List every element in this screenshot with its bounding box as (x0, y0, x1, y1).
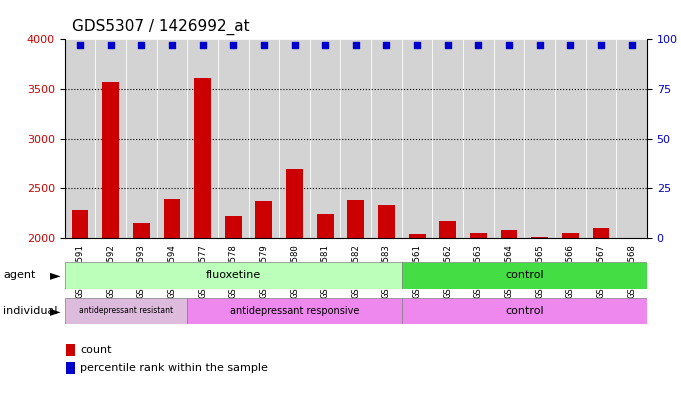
Text: GDS5307 / 1426992_at: GDS5307 / 1426992_at (72, 19, 249, 35)
Bar (194, 78, 211, 238)
Bar (470, 233, 487, 238)
Bar (218, 39, 249, 238)
Bar (163, 199, 180, 238)
Bar (371, 39, 402, 238)
Point (319, 42, 330, 48)
Text: percentile rank within the sample: percentile rank within the sample (80, 363, 268, 373)
Bar (67, 362, 75, 374)
Bar (249, 39, 279, 238)
Point (595, 42, 606, 48)
Point (626, 42, 637, 48)
Text: antidepressant responsive: antidepressant responsive (230, 306, 359, 316)
Text: count: count (80, 345, 112, 355)
Text: control: control (505, 306, 543, 316)
Point (473, 42, 484, 48)
Point (166, 42, 177, 48)
Bar (592, 228, 609, 238)
Point (411, 42, 422, 48)
Bar (317, 214, 334, 238)
Text: individual: individual (3, 306, 58, 316)
Bar (126, 39, 157, 238)
Bar (340, 39, 371, 238)
Point (197, 42, 208, 48)
Point (442, 42, 453, 48)
Point (289, 42, 300, 48)
Bar (347, 200, 364, 238)
Bar (439, 221, 456, 238)
Bar (157, 39, 187, 238)
Bar (95, 39, 126, 238)
Bar (65, 262, 402, 289)
Point (258, 42, 269, 48)
Bar (409, 234, 426, 238)
Bar (616, 39, 647, 238)
Bar (378, 205, 395, 238)
Bar (225, 216, 242, 238)
Text: control: control (505, 270, 543, 281)
Text: ►: ► (50, 304, 61, 318)
Point (74, 42, 86, 48)
Point (534, 42, 545, 48)
Bar (402, 262, 647, 289)
Text: ►: ► (50, 268, 61, 283)
Bar (432, 39, 463, 238)
Bar (501, 230, 518, 238)
Bar (67, 344, 75, 356)
Bar (65, 298, 187, 324)
Point (503, 42, 514, 48)
Point (105, 42, 116, 48)
Bar (133, 223, 150, 238)
Point (381, 42, 392, 48)
Bar (187, 298, 402, 324)
Bar (402, 298, 647, 324)
Bar (531, 237, 548, 238)
Bar (562, 233, 579, 238)
Point (227, 42, 238, 48)
Bar (279, 39, 310, 238)
Bar (555, 39, 586, 238)
Bar (463, 39, 494, 238)
Bar (286, 169, 303, 238)
Bar (586, 39, 616, 238)
Point (136, 42, 146, 48)
Point (350, 42, 361, 48)
Bar (402, 39, 432, 238)
Bar (310, 39, 340, 238)
Bar (65, 39, 95, 238)
Bar (72, 210, 89, 238)
Bar (255, 201, 272, 238)
Bar (494, 39, 524, 238)
Point (565, 42, 575, 48)
Bar (187, 39, 218, 238)
Bar (102, 82, 119, 238)
Bar (524, 39, 555, 238)
Text: agent: agent (3, 270, 36, 281)
Text: antidepressant resistant: antidepressant resistant (79, 307, 173, 315)
Text: fluoxetine: fluoxetine (206, 270, 261, 281)
